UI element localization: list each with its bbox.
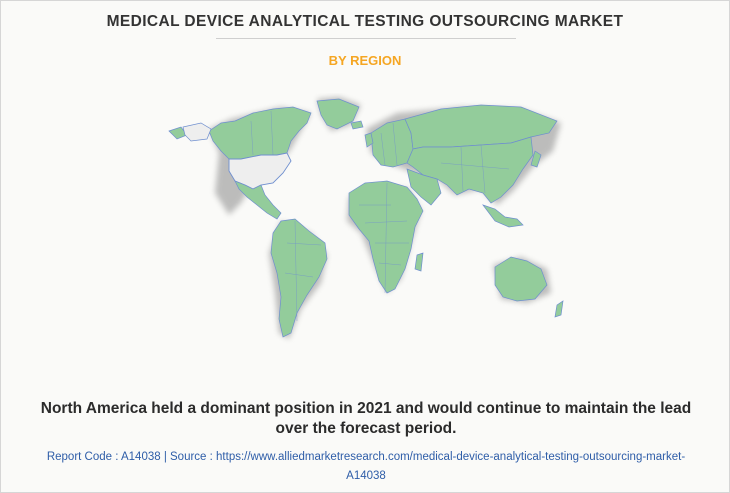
region-australia	[494, 256, 548, 302]
region-southeast-asia	[482, 204, 524, 228]
source-line-2: A14038	[346, 470, 386, 482]
source-line-1: Report Code : A14038 | Source : https://…	[46, 451, 686, 463]
summary-headline: North America held a dominant position i…	[21, 399, 711, 439]
world-map	[168, 97, 564, 339]
region-south-america	[270, 218, 328, 338]
chart-title: MEDICAL DEVICE ANALYTICAL TESTING OUTSOU…	[106, 13, 624, 30]
summary-line-1: North America held a dominant position i…	[40, 400, 692, 417]
region-japan	[530, 150, 542, 168]
region-mexico	[234, 180, 282, 220]
region-middle-east	[406, 168, 442, 206]
region-iceland	[350, 120, 364, 130]
region-uk	[364, 132, 374, 148]
region-new-zealand	[554, 300, 564, 318]
region-greenland	[316, 98, 360, 130]
region-alaska-highlight	[182, 122, 212, 142]
region-canada	[208, 106, 312, 160]
chart-subtitle: BY REGION	[328, 53, 402, 68]
country-borders	[250, 110, 510, 322]
summary-line-2: over the forecast period.	[275, 420, 457, 437]
source-footer: Report Code : A14038 | Source : https://…	[21, 448, 711, 486]
region-madagascar	[414, 252, 424, 272]
title-divider	[216, 38, 516, 39]
